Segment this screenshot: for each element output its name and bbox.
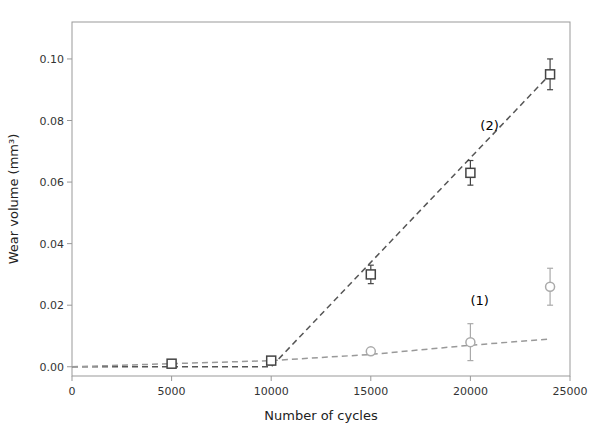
- y-tick: [67, 58, 72, 59]
- x-tick: [470, 376, 471, 381]
- point: [466, 168, 475, 177]
- x-tick-label: 15000: [353, 385, 388, 398]
- error-bar-cap: [368, 283, 374, 284]
- point: [267, 356, 276, 365]
- y-tick-label: 0.00: [40, 361, 65, 374]
- trend-line: [72, 339, 550, 367]
- y-tick-label: 0.04: [40, 238, 65, 251]
- chart: 0 5000 10000 15000 20000 25000 0.00 0.02 0.04 0.0…: [0, 0, 592, 434]
- trend-line: [72, 74, 550, 366]
- x-tick-label: 20000: [453, 385, 488, 398]
- point: [546, 70, 555, 79]
- error-bar-cap: [547, 268, 553, 269]
- x-tick: [72, 376, 73, 381]
- y-tick: [67, 243, 72, 244]
- y-tick: [67, 366, 72, 367]
- y-axis-label: Wear volume (mm³): [6, 134, 21, 265]
- point: [366, 347, 375, 356]
- annotations: (2) (1): [470, 118, 498, 308]
- y-tick: [67, 305, 72, 306]
- y-tick: [67, 120, 72, 121]
- error-bar-cap: [467, 160, 473, 161]
- annotation: (2): [480, 118, 498, 133]
- point: [167, 359, 176, 368]
- x-tick-label: 0: [69, 385, 76, 398]
- x-tick-label: 5000: [158, 385, 186, 398]
- y-tick-label: 0.08: [40, 115, 65, 128]
- error-bar-cap: [368, 265, 374, 266]
- x-tick: [171, 376, 172, 381]
- error-bar-cap: [467, 323, 473, 324]
- point: [466, 338, 475, 347]
- x-tick-label: 25000: [553, 385, 588, 398]
- annotation: (1): [470, 293, 488, 308]
- x-tick: [370, 376, 371, 381]
- error-bar-cap: [467, 185, 473, 186]
- x-tick-label: 10000: [254, 385, 289, 398]
- y-tick: [67, 182, 72, 183]
- series-points: [167, 59, 554, 368]
- error-bar-cap: [547, 58, 553, 59]
- y-tick-label: 0.10: [40, 53, 65, 66]
- point: [366, 270, 375, 279]
- x-tick: [570, 376, 571, 381]
- x-tick: [271, 376, 272, 381]
- series-points: [366, 268, 554, 360]
- error-bar-cap: [467, 360, 473, 361]
- plot-area: [72, 59, 555, 368]
- y-tick-label: 0.02: [40, 299, 65, 312]
- plot-frame: [72, 22, 570, 376]
- error-bar-cap: [547, 305, 553, 306]
- y-tick-label: 0.06: [40, 176, 65, 189]
- axes: 0 5000 10000 15000 20000 25000 0.00 0.02 0.04 0.0…: [40, 53, 588, 398]
- error-bar-cap: [547, 89, 553, 90]
- point: [546, 282, 555, 291]
- x-axis-label: Number of cycles: [264, 408, 378, 423]
